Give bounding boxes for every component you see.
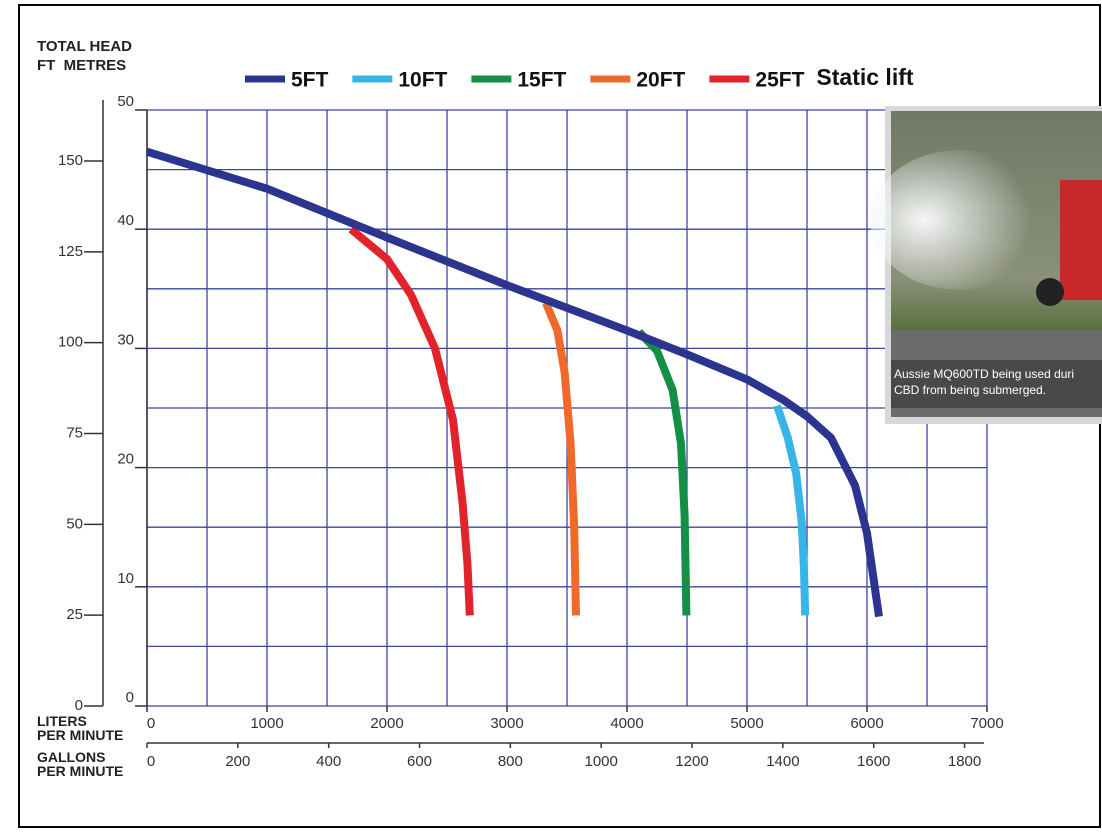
legend-label: 20FT [636, 69, 685, 92]
x2-tick-label: 1600 [857, 753, 890, 770]
x2-tick-label: 200 [225, 753, 250, 770]
photo-spray [870, 150, 1050, 290]
x-tick-label: 1000 [250, 715, 283, 732]
series-line [773, 404, 810, 616]
x-tick-label: 3000 [490, 715, 523, 732]
x2-tick-label: 1800 [948, 753, 981, 770]
photo-pump [1060, 180, 1102, 300]
x2-tick-label: 400 [316, 753, 341, 770]
y2-tick-label: 50 [66, 515, 83, 532]
x2-axis-label: GALLONS PER MINUTE [37, 749, 123, 779]
x-tick-label: 0 [147, 715, 155, 732]
caption: CBD from being submerged. [894, 383, 1046, 397]
photo-wheel [1036, 278, 1064, 306]
series-line [348, 226, 474, 616]
y-tick-label: 30 [117, 331, 134, 348]
series-line [636, 328, 691, 616]
x-tick-label: 7000 [970, 715, 1003, 732]
legend: 5FT 10FT 15FT 20FT 25FT Static lift [245, 64, 914, 92]
x2-tick-label: 1000 [585, 753, 618, 770]
x-tick-label: 2000 [370, 715, 403, 732]
x-axis-label: LITERS PER MINUTE [37, 713, 123, 743]
legend-label: 15FT [517, 69, 566, 92]
x2-tick-label: 1400 [766, 753, 799, 770]
y2-tick-label: 75 [66, 424, 83, 441]
x2-tick-label: 1200 [675, 753, 708, 770]
legend-title: Static lift [816, 64, 913, 90]
y2-tick-label: 25 [66, 606, 83, 623]
caption: Aussie MQ600TD being used duri [894, 367, 1074, 381]
plot-lines [145, 147, 883, 618]
y-axis-units: FT METRES [37, 57, 126, 74]
y2-tick-label: 100 [58, 334, 83, 351]
series-line [145, 147, 883, 618]
x-tick-label: 4000 [610, 715, 643, 732]
series-line [542, 301, 580, 616]
y-axis-label: TOTAL HEAD [37, 38, 132, 55]
photo-inset: Aussie MQ600TD being used duri CBD from … [870, 106, 1102, 424]
x-tick-label: 5000 [730, 715, 763, 732]
y2-tick-label: 0 [75, 697, 83, 714]
x2-tick-label: 800 [498, 753, 523, 770]
y-tick-label: 10 [117, 570, 134, 587]
x2-tick-label: 0 [147, 753, 155, 770]
x2-tick-label: 600 [407, 753, 432, 770]
y-tick-label: 20 [117, 451, 134, 468]
x-tick-label: 6000 [850, 715, 883, 732]
y2-tick-label: 125 [58, 243, 83, 260]
y-tick-label: 50 [117, 93, 134, 110]
caption-band [891, 360, 1102, 408]
legend-label: 10FT [398, 69, 447, 92]
y2-tick-label: 150 [58, 152, 83, 169]
y-tick-label: 40 [117, 212, 134, 229]
y-tick-label: 0 [126, 689, 134, 706]
legend-label: 5FT [291, 69, 329, 92]
legend-label: 25FT [755, 69, 804, 92]
